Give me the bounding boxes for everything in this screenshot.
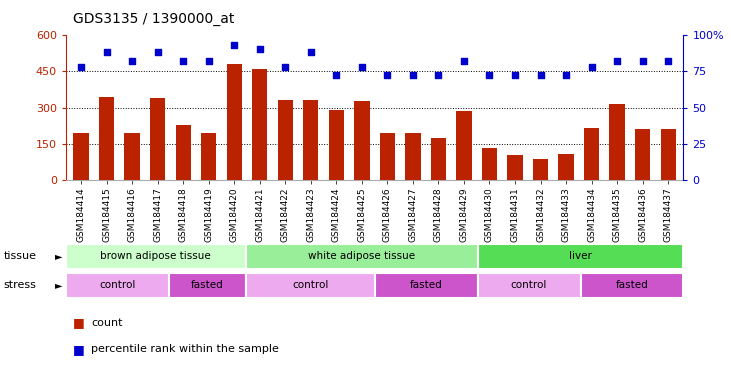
- Bar: [73, 133, 88, 180]
- Bar: [99, 97, 114, 180]
- Bar: [375, 273, 477, 298]
- Point: [637, 58, 648, 64]
- Point: [126, 58, 138, 64]
- Bar: [150, 98, 165, 180]
- Text: tissue: tissue: [4, 251, 37, 262]
- Bar: [379, 133, 395, 180]
- Bar: [278, 100, 293, 180]
- Bar: [355, 101, 370, 180]
- Point: [458, 58, 470, 64]
- Text: GDS3135 / 1390000_at: GDS3135 / 1390000_at: [73, 12, 235, 25]
- Bar: [661, 129, 676, 180]
- Bar: [246, 273, 375, 298]
- Bar: [558, 154, 574, 180]
- Text: fasted: fasted: [616, 280, 648, 290]
- Text: control: control: [511, 280, 548, 290]
- Text: count: count: [91, 318, 123, 328]
- Bar: [246, 244, 477, 269]
- Point: [203, 58, 215, 64]
- Point: [484, 72, 496, 78]
- Text: white adipose tissue: white adipose tissue: [308, 251, 415, 262]
- Bar: [124, 133, 140, 180]
- Point: [662, 58, 674, 64]
- Text: ■: ■: [73, 316, 85, 329]
- Bar: [584, 128, 599, 180]
- Text: ►: ►: [55, 251, 62, 262]
- Point: [75, 64, 87, 70]
- Bar: [482, 148, 497, 180]
- Bar: [169, 273, 246, 298]
- Bar: [405, 133, 420, 180]
- Text: brown adipose tissue: brown adipose tissue: [100, 251, 211, 262]
- Bar: [66, 273, 169, 298]
- Text: ►: ►: [55, 280, 62, 290]
- Point: [101, 49, 113, 55]
- Point: [534, 72, 546, 78]
- Bar: [580, 273, 683, 298]
- Point: [152, 49, 164, 55]
- Bar: [533, 159, 548, 180]
- Text: control: control: [292, 280, 328, 290]
- Bar: [201, 133, 216, 180]
- Text: stress: stress: [4, 280, 37, 290]
- Bar: [635, 129, 651, 180]
- Point: [611, 58, 623, 64]
- Bar: [329, 110, 344, 180]
- Text: control: control: [99, 280, 135, 290]
- Bar: [431, 138, 446, 180]
- Bar: [477, 273, 580, 298]
- Bar: [175, 124, 191, 180]
- Bar: [303, 100, 319, 180]
- Bar: [66, 244, 246, 269]
- Point: [254, 46, 265, 52]
- Text: liver: liver: [569, 251, 592, 262]
- Text: ■: ■: [73, 343, 85, 356]
- Bar: [610, 104, 625, 180]
- Point: [586, 64, 597, 70]
- Bar: [477, 244, 683, 269]
- Point: [228, 42, 240, 48]
- Bar: [227, 64, 242, 180]
- Point: [356, 64, 368, 70]
- Point: [178, 58, 189, 64]
- Point: [330, 72, 342, 78]
- Point: [510, 72, 521, 78]
- Text: fasted: fasted: [410, 280, 442, 290]
- Point: [560, 72, 572, 78]
- Point: [433, 72, 444, 78]
- Bar: [252, 69, 268, 180]
- Point: [382, 72, 393, 78]
- Bar: [456, 111, 471, 180]
- Point: [305, 49, 317, 55]
- Bar: [507, 155, 523, 180]
- Text: percentile rank within the sample: percentile rank within the sample: [91, 344, 279, 354]
- Point: [279, 64, 291, 70]
- Point: [407, 72, 419, 78]
- Text: fasted: fasted: [191, 280, 224, 290]
